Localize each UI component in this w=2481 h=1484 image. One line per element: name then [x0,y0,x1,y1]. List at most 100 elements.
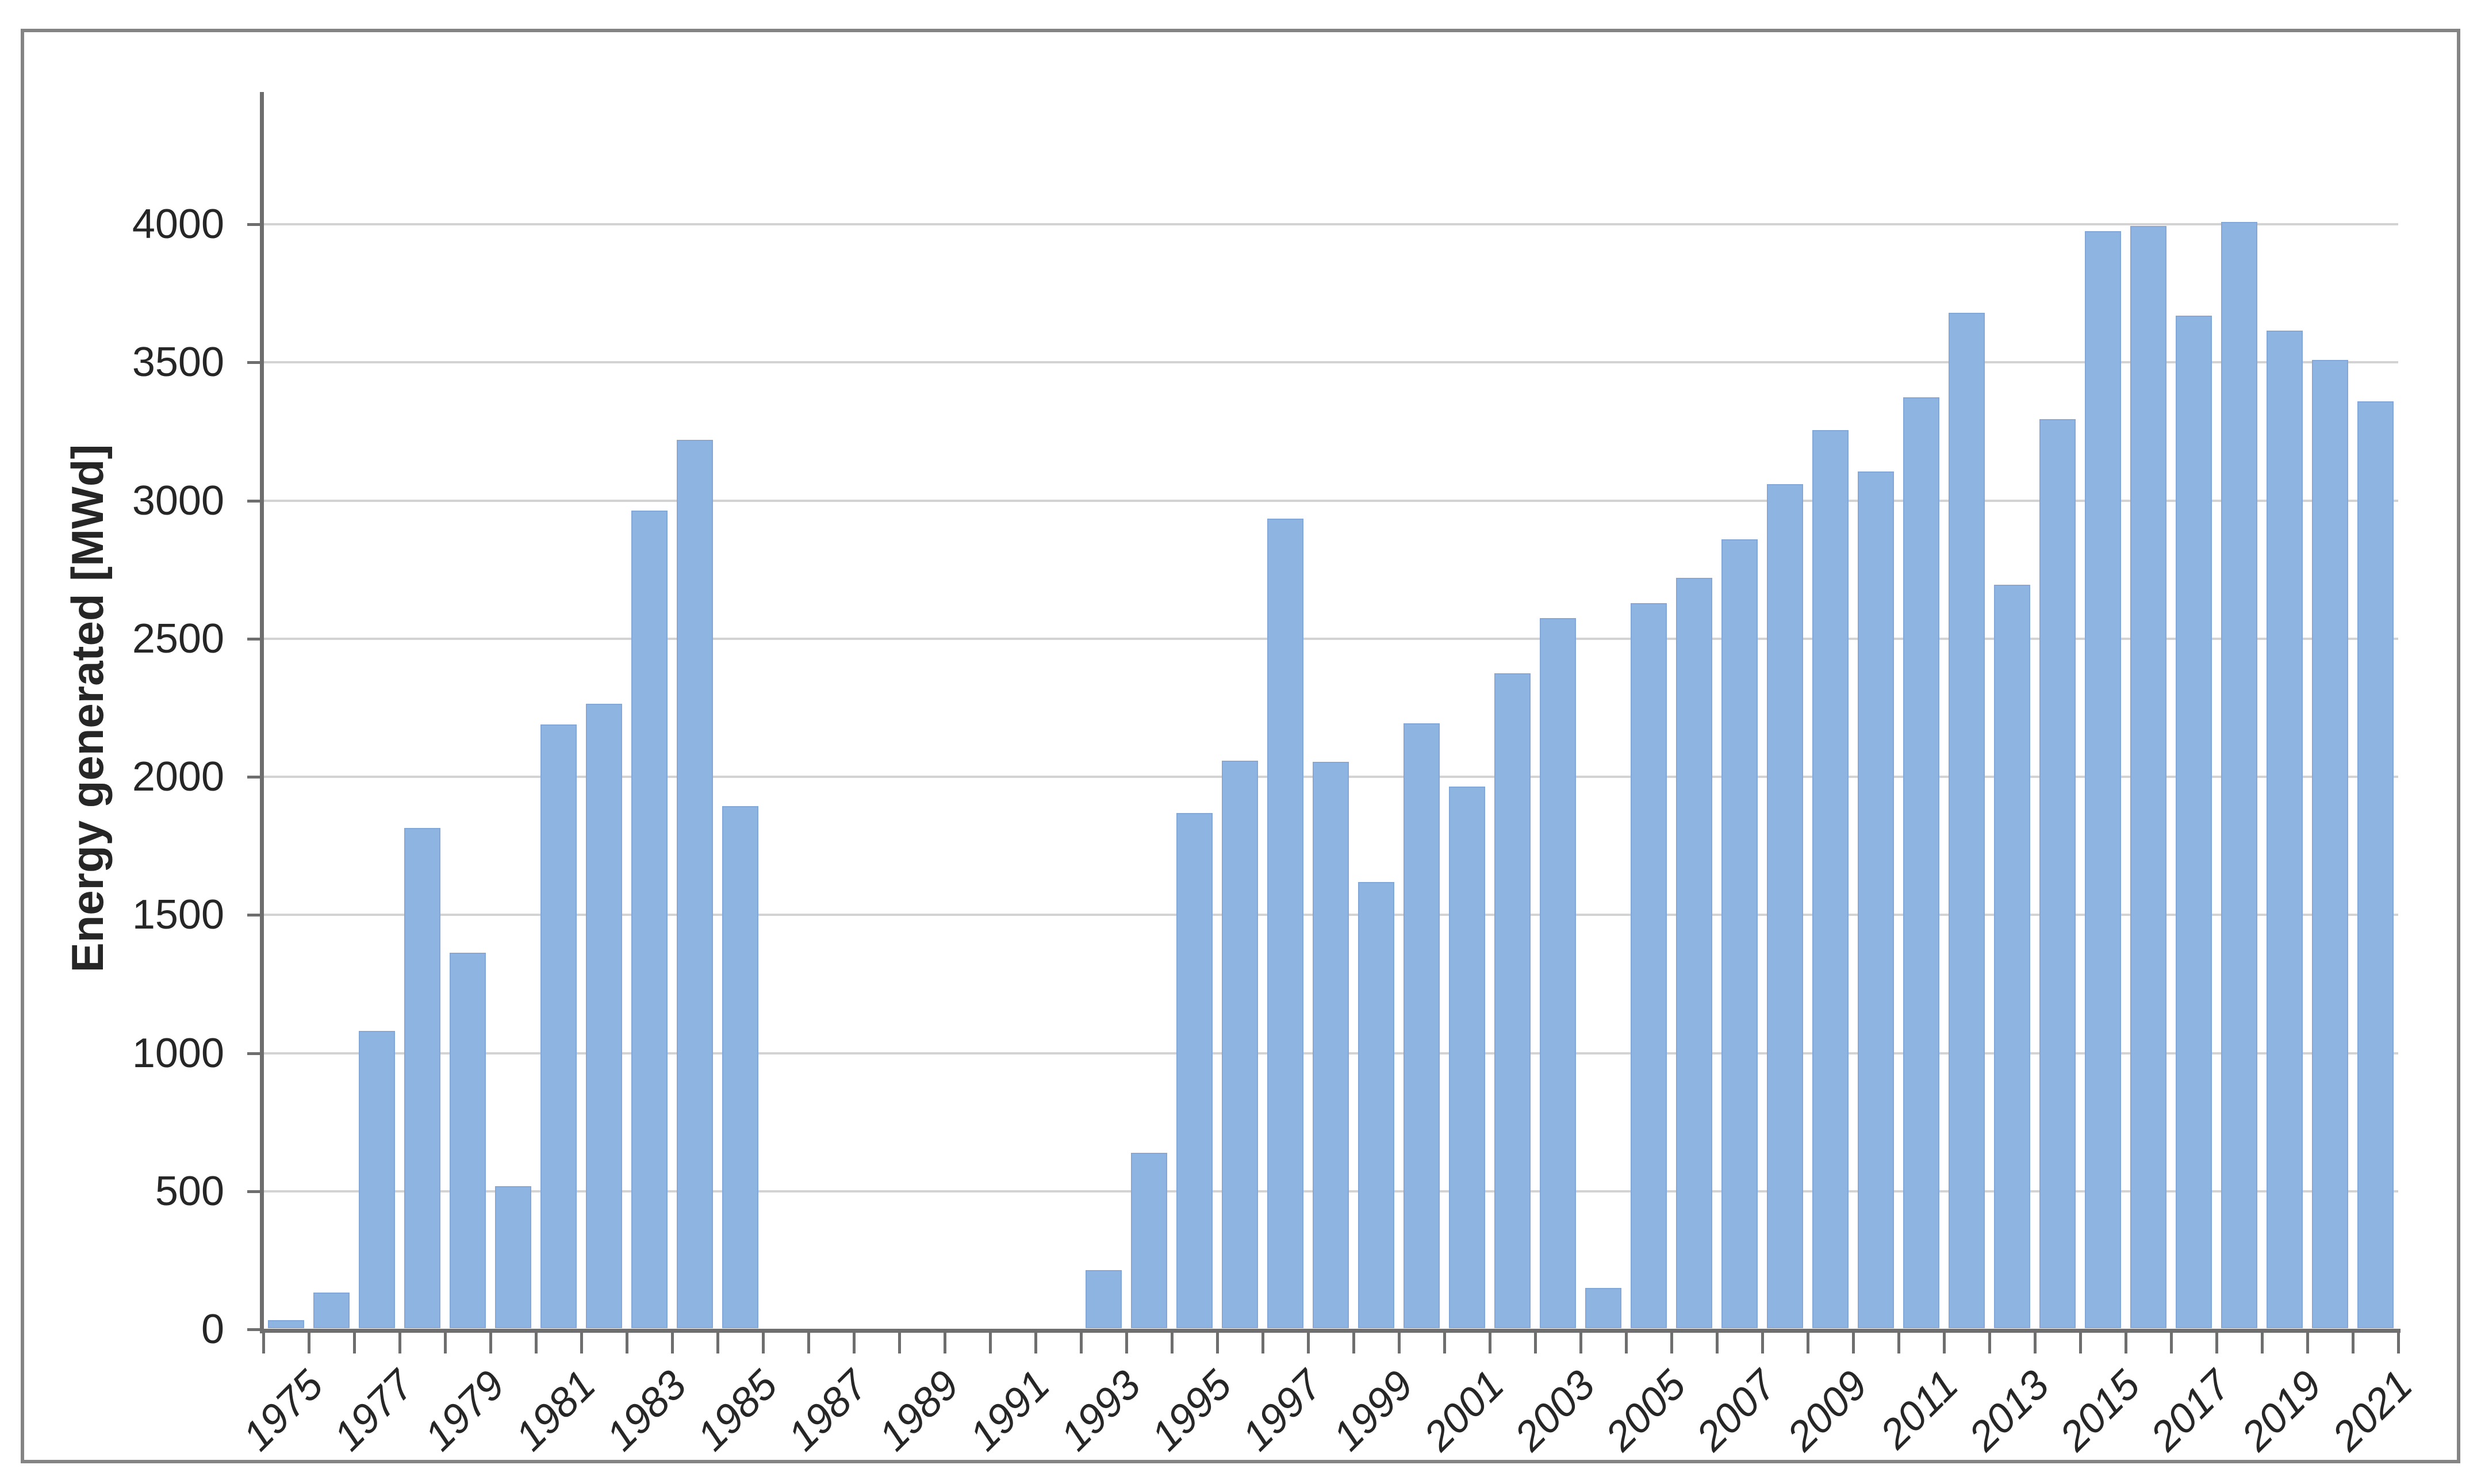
x-tick-40 [2079,1332,2082,1353]
x-tick-17 [1034,1332,1037,1353]
y-tick-4000 [247,223,262,226]
x-tick-8 [626,1332,628,1353]
x-tick-19 [1125,1332,1128,1353]
gridline-3000 [263,499,2398,502]
y-tick-label-1500: 1500 [132,892,224,938]
bar-1976 [313,1293,350,1328]
x-tick-31 [1670,1332,1673,1353]
x-tick-33 [1761,1332,1764,1353]
x-tick-18 [1080,1332,1083,1353]
x-tick-41 [2125,1332,2127,1353]
x-tick-35 [1852,1332,1855,1353]
bar-1980 [495,1186,531,1328]
gridline-3500 [263,361,2398,364]
bar-2004 [1585,1288,1621,1328]
x-tick-3 [398,1332,401,1353]
x-tick-22 [1261,1332,1264,1353]
x-tick-38 [1988,1332,1991,1353]
bar-1979 [450,953,486,1328]
bar-2000 [1404,723,1440,1328]
x-tick-12 [807,1332,810,1353]
x-tick-6 [535,1332,538,1353]
bar-1994 [1131,1153,1167,1328]
bar-1978 [404,828,440,1328]
bar-1993 [1086,1270,1122,1328]
bar-2011 [1903,397,1939,1328]
bar-2001 [1449,787,1485,1328]
x-tick-20 [1171,1332,1174,1353]
x-tick-25 [1398,1332,1401,1353]
bar-2017 [2176,316,2212,1328]
y-tick-label-0: 0 [201,1306,224,1352]
bar-2020 [2312,360,2348,1328]
x-tick-32 [1716,1332,1719,1353]
y-tick-label-3500: 3500 [132,339,224,386]
bar-2007 [1721,539,1758,1328]
bar-2013 [1994,585,2030,1328]
x-tick-46 [2352,1332,2355,1353]
bar-1977 [359,1031,395,1328]
x-tick-30 [1625,1332,1628,1353]
gridline-2500 [263,637,2398,640]
x-tick-47 [2397,1332,2400,1353]
bar-2008 [1767,484,1803,1328]
x-tick-14 [898,1332,901,1353]
x-tick-15 [944,1332,946,1353]
x-axis-line [260,1329,2401,1333]
y-tick-2000 [247,776,262,779]
bar-2021 [2357,401,2394,1328]
x-tick-7 [580,1332,583,1353]
bar-1981 [540,724,577,1328]
bar-1997 [1267,519,1303,1328]
x-tick-13 [853,1332,856,1353]
x-tick-5 [489,1332,492,1353]
x-tick-43 [2215,1332,2218,1353]
x-tick-1 [308,1332,310,1353]
bar-1983 [631,511,668,1328]
y-axis-line [260,92,264,1333]
bar-2019 [2267,331,2303,1328]
bar-1996 [1222,761,1258,1328]
x-tick-28 [1534,1332,1537,1353]
bar-2010 [1858,471,1894,1328]
y-tick-2500 [247,637,262,641]
bar-1982 [586,704,622,1328]
x-tick-39 [2034,1332,2037,1353]
bar-2006 [1676,578,1712,1328]
x-tick-16 [989,1332,992,1353]
y-tick-500 [247,1190,262,1193]
bar-1984 [677,440,713,1328]
bar-2016 [2130,226,2166,1328]
bar-2014 [2039,419,2076,1328]
y-tick-3500 [247,361,262,365]
x-tick-44 [2261,1332,2264,1353]
bar-2009 [1812,430,1849,1328]
bar-1995 [1176,813,1213,1328]
x-tick-4 [444,1332,447,1353]
y-tick-label-2000: 2000 [132,754,224,800]
x-tick-10 [716,1332,719,1353]
bar-2003 [1540,618,1576,1328]
gridline-4000 [263,223,2398,225]
bar-2015 [2085,231,2121,1328]
y-tick-3000 [247,499,262,503]
y-tick-1000 [247,1052,262,1055]
bar-1999 [1358,882,1394,1328]
x-tick-21 [1216,1332,1219,1353]
x-tick-26 [1443,1332,1446,1353]
y-tick-label-2500: 2500 [132,615,224,662]
y-axis-title: Energy generated [MWd] [62,444,113,973]
x-tick-11 [762,1332,765,1353]
y-tick-0 [247,1328,262,1331]
x-tick-34 [1807,1332,1809,1353]
x-tick-29 [1579,1332,1582,1353]
bar-1975 [268,1320,304,1328]
y-tick-1500 [247,914,262,917]
x-tick-2 [353,1332,356,1353]
x-tick-27 [1489,1332,1491,1353]
bar-2012 [1949,313,1985,1328]
x-tick-24 [1352,1332,1355,1353]
x-tick-9 [671,1332,674,1353]
bar-1998 [1313,762,1349,1328]
